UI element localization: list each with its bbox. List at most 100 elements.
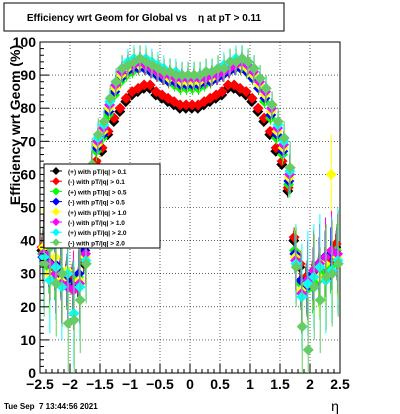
data-point (248, 62, 260, 74)
x-tick-label: 1 (246, 376, 254, 392)
x-tick-label: 0.5 (210, 376, 230, 392)
y-tick-label: 90 (20, 67, 36, 83)
legend-label: (+) with pT/|q| > 0.1 (68, 169, 127, 176)
data-point (110, 76, 122, 88)
x-tick-label: 0 (186, 376, 194, 392)
data-point (180, 99, 192, 111)
y-tick-label: 30 (20, 266, 36, 282)
data-point (222, 79, 234, 91)
legend-entry: (+) with pT/|q| > 0.1 (50, 167, 127, 176)
data-point (252, 102, 264, 114)
data-point (224, 56, 236, 68)
legend-entry: (-) with pT/|q| > 1.0 (50, 218, 125, 227)
legend-entry: (+) with pT/|q| > 0.5 (50, 187, 127, 196)
data-point (308, 281, 320, 293)
data-point (98, 115, 110, 127)
legend-entry: (-) with pT/|q| > 0.5 (50, 197, 125, 207)
legend-label: (-) with pT/|q| > 0.1 (68, 179, 125, 186)
data-point (314, 294, 326, 306)
data-point (80, 258, 92, 270)
data-point (302, 344, 314, 356)
data-point (174, 99, 186, 111)
data-point (254, 72, 266, 84)
data-point (50, 278, 62, 290)
y-tick-label: 100 (13, 34, 37, 50)
legend-label: (-) with pT/|q| > 0.5 (68, 200, 125, 207)
chart-title: Efficiency wrt Geom for Global vs η at p… (27, 13, 262, 24)
data-point (260, 82, 272, 94)
series-layer (36, 45, 344, 373)
legend-marker (52, 207, 60, 216)
legend-marker (52, 218, 60, 226)
legend-box (43, 163, 161, 249)
y-tick-label: 0 (28, 365, 36, 381)
legend-label: (+) with pT/|q| > 2.0 (68, 230, 127, 237)
legend-marker (52, 228, 60, 237)
y-tick-label: 20 (20, 299, 36, 315)
data-point (212, 62, 224, 74)
legend-label: (+) with pT/|q| > 0.5 (68, 189, 127, 196)
legend-marker (52, 177, 60, 186)
x-tick-label: 2 (306, 376, 314, 392)
data-point (218, 62, 230, 74)
x-tick-label: 2.5 (330, 376, 350, 392)
data-point (56, 268, 68, 280)
x-tick-label: 1.5 (270, 376, 290, 392)
legend-entry: (+) with pT/|q| > 1.0 (50, 207, 127, 217)
legend-entry: (-) with pT/|q| > 2.0 (50, 238, 125, 247)
y-axis-label: Efficiency wrt Geom (%) (7, 45, 23, 205)
data-point (246, 92, 258, 104)
y-tick-label: 50 (20, 200, 36, 216)
legend-label: (-) with pT/|q| > 1.0 (68, 220, 125, 227)
y-tick-label: 80 (20, 100, 36, 116)
data-point (332, 258, 344, 270)
x-tick-label: −2.5 (26, 376, 54, 392)
y-tick-label: 70 (20, 133, 36, 149)
x-axis-label: η (331, 398, 339, 414)
legend-marker (52, 187, 60, 196)
title-box (3, 2, 285, 32)
data-point (92, 129, 104, 141)
data-point (240, 86, 252, 98)
data-point (104, 92, 116, 104)
data-point (186, 99, 198, 111)
legend-marker (52, 167, 60, 175)
legend-entry: (+) with pT/|q| > 2.0 (50, 228, 127, 237)
y-tick-label: 40 (20, 233, 36, 249)
data-point (182, 69, 194, 81)
data-point (236, 53, 248, 65)
data-point (144, 79, 156, 91)
y-tick-label: 60 (20, 166, 36, 182)
data-point (242, 56, 254, 68)
data-point (158, 66, 170, 78)
data-point (138, 79, 150, 91)
data-point (120, 92, 132, 104)
legend-label: (+) with pT/|q| > 1.0 (68, 210, 127, 217)
legend-marker (52, 238, 60, 247)
x-tick-label: −1 (122, 376, 138, 392)
data-point (188, 69, 200, 81)
data-point (272, 115, 284, 127)
timestamp: Tue Sep 7 13:44:56 2021 (4, 402, 98, 411)
data-point (200, 66, 212, 78)
data-point (114, 102, 126, 114)
data-point (176, 69, 188, 81)
data-point (296, 321, 308, 333)
data-point (290, 261, 302, 273)
data-point (74, 294, 86, 306)
data-point (170, 69, 182, 81)
legend-entries: (+) with pT/|q| > 0.1 (-) with pT/|q| > 0… (50, 167, 127, 247)
data-point (266, 99, 278, 111)
data-point (284, 162, 296, 174)
x-tick-label: −2 (62, 376, 78, 392)
data-point (134, 53, 146, 65)
x-tick-label: −1.5 (86, 376, 114, 392)
data-point (326, 268, 338, 280)
legend-entry: (-) with pT/|q| > 0.1 (50, 177, 125, 186)
data-point (38, 258, 50, 270)
axes: −2.5 −2 −1.5 −1 −0.5 0 0.5 1 1.5 2 2.5 0 10 20 30 40 50 6… (13, 34, 350, 392)
data-point (325, 168, 337, 180)
x-tick-label: −0.5 (146, 376, 174, 392)
data-point (278, 132, 290, 144)
